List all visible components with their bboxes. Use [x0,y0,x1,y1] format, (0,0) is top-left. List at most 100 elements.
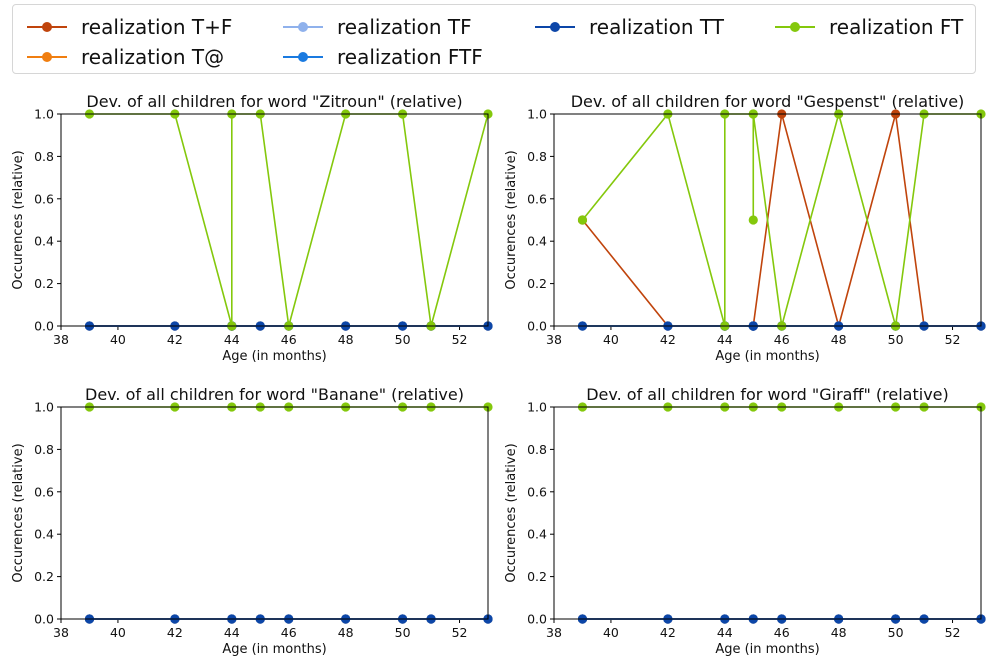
x-tick-label: 40 [110,625,126,640]
x-tick-label: 42 [660,332,676,347]
legend-label: realization FTF [337,45,483,69]
x-axis-label: Age (in months) [222,349,326,364]
axes-frame [60,406,489,620]
plot-area [84,109,493,331]
x-tick-label: 44 [717,332,733,347]
chart-legend: realization T+F realization T@ realizati… [12,4,976,74]
y-tick-label: 0.0 [34,319,54,334]
legend-item-tt: realization TT [535,13,724,41]
y-tick-label: 1.0 [527,107,547,122]
y-tick-label: 0.0 [527,612,547,627]
legend-swatch-icon [283,17,323,37]
x-tick-label: 38 [546,332,562,347]
y-tick-label: 1.0 [34,400,54,415]
subplot-4: Dev. of all children for word "Giraff" (… [504,385,986,657]
series-realization-t-f [577,109,986,331]
legend-label: realization FT [829,15,964,39]
x-tick-label: 38 [546,625,562,640]
y-axis-label: Occurences (relative) [11,150,26,289]
x-tick-label: 50 [888,332,904,347]
legend-swatch-icon [535,17,575,37]
y-tick-label: 0.8 [34,442,54,457]
y-tick-label: 0.2 [527,276,547,291]
axes-frame [553,406,982,620]
x-tick-label: 46 [281,625,297,640]
plot-area [577,402,986,624]
legend-swatch-icon [775,17,815,37]
y-tick-label: 0.8 [34,149,54,164]
y-tick-label: 0.2 [527,569,547,584]
legend-item-tf: realization TF [283,13,472,41]
subplot-1: Dev. of all children for word "Zitroun" … [11,92,493,364]
y-tick-label: 0.6 [34,191,54,206]
series-line [581,113,981,327]
x-tick-label: 38 [53,625,69,640]
legend-label: realization T@ [81,45,225,69]
data-point [748,215,758,225]
x-axis-label: Age (in months) [222,642,326,657]
x-tick-label: 42 [660,625,676,640]
x-tick-label: 38 [53,332,69,347]
subplot-title: Dev. of all children for word "Giraff" (… [586,385,949,404]
y-axis-label: Occurences (relative) [11,443,26,582]
y-tick-label: 0.6 [34,484,54,499]
x-tick-label: 52 [945,625,961,640]
y-axis-label: Occurences (relative) [504,150,519,289]
subplot-2: Dev. of all children for word "Gespenst"… [504,92,986,364]
data-point [577,215,588,225]
plot-area [577,109,986,331]
legend-swatch-icon [283,47,323,67]
y-tick-label: 0.2 [34,276,54,291]
x-axis-label: Age (in months) [715,349,819,364]
x-tick-label: 46 [774,625,790,640]
legend-swatch-icon [27,17,67,37]
legend-label: realization T+F [81,15,233,39]
x-tick-label: 48 [831,625,847,640]
y-tick-label: 0.4 [34,527,54,542]
x-tick-label: 52 [945,332,961,347]
legend-item-t-plus-f: realization T+F [27,13,232,41]
y-tick-label: 1.0 [34,107,54,122]
x-tick-label: 52 [452,332,468,347]
y-tick-label: 0.2 [34,569,54,584]
subplot-3: Dev. of all children for word "Banane" (… [11,385,493,657]
x-tick-label: 40 [603,625,619,640]
y-tick-label: 0.6 [527,484,547,499]
x-tick-label: 46 [281,332,297,347]
x-axis-label: Age (in months) [715,642,819,657]
y-tick-label: 0.8 [527,149,547,164]
axes-frame [553,113,982,327]
series-realization-ft [84,109,493,331]
x-tick-label: 48 [338,625,354,640]
x-tick-label: 40 [110,332,126,347]
legend-label: realization TT [589,15,724,39]
x-tick-label: 44 [224,625,240,640]
legend-item-t-at: realization T@ [27,43,224,71]
x-tick-label: 42 [167,625,183,640]
y-tick-label: 0.4 [34,234,54,249]
y-tick-label: 0.0 [34,612,54,627]
axes-frame [60,113,489,327]
legend-item-ft: realization FT [775,13,963,41]
legend-item-ftf: realization FTF [283,43,483,71]
x-tick-label: 52 [452,625,468,640]
subplot-title: Dev. of all children for word "Zitroun" … [86,92,462,111]
series-realization-ft [577,109,986,331]
y-axis-label: Occurences (relative) [504,443,519,582]
subplot-title: Dev. of all children for word "Banane" (… [85,385,464,404]
x-tick-label: 50 [888,625,904,640]
x-tick-label: 40 [603,332,619,347]
x-tick-label: 42 [167,332,183,347]
y-tick-label: 0.8 [527,442,547,457]
x-tick-label: 46 [774,332,790,347]
x-tick-label: 50 [395,625,411,640]
x-tick-label: 44 [717,625,733,640]
y-tick-label: 0.6 [527,191,547,206]
y-tick-label: 0.4 [527,234,547,249]
legend-label: realization TF [337,15,472,39]
x-tick-label: 44 [224,332,240,347]
x-tick-label: 50 [395,332,411,347]
series-line [89,113,489,327]
x-tick-label: 48 [831,332,847,347]
